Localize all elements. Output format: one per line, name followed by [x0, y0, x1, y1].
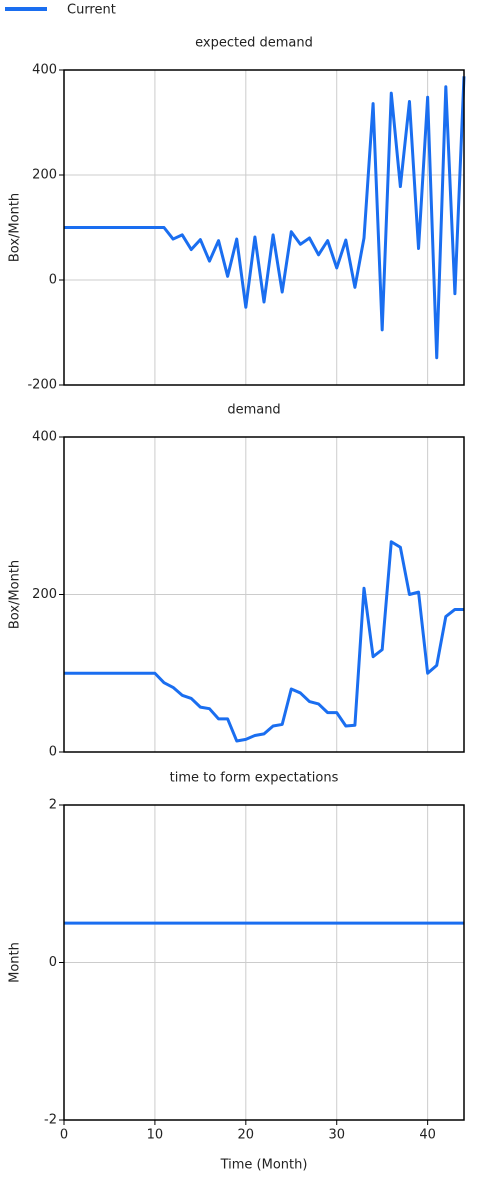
series-line: [64, 540, 464, 743]
y-axis-label: Month: [8, 942, 23, 983]
y-axis-label: Box/Month: [8, 193, 23, 262]
plot-frame: [63, 436, 465, 753]
y-tick-label: 0: [49, 955, 57, 970]
x-tick-label: 20: [238, 1128, 255, 1143]
y-tick-label: -200: [27, 378, 57, 393]
x-axis-label: Time (Month): [220, 1158, 308, 1173]
y-tick-label: -2: [44, 1113, 57, 1128]
x-tick-label: 0: [60, 1128, 68, 1143]
chart-title: time to form expectations: [170, 771, 339, 786]
y-tick-label: 0: [49, 745, 57, 760]
legend-label: Current: [67, 3, 116, 18]
y-tick-label: 400: [32, 63, 57, 78]
y-tick-label: 200: [32, 168, 57, 183]
y-tick-label: 400: [32, 430, 57, 445]
y-axis-label: Box/Month: [8, 560, 23, 629]
series-line: [64, 76, 466, 360]
x-tick-label: 10: [147, 1128, 164, 1143]
x-tick-label: 30: [328, 1128, 345, 1143]
chart-title: demand: [227, 403, 280, 418]
chart-title: expected demand: [195, 36, 313, 51]
y-tick-label: 200: [32, 587, 57, 602]
plot-frame: [63, 69, 465, 386]
x-tick-label: 40: [419, 1128, 436, 1143]
y-tick-label: 2: [49, 798, 57, 813]
y-tick-label: 0: [49, 273, 57, 288]
plot-frame: [63, 804, 465, 1121]
